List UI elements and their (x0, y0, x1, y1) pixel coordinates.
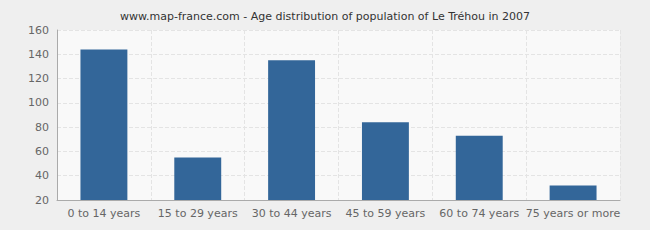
svg-text:0 to 14 years: 0 to 14 years (68, 207, 141, 220)
svg-text:45 to 59 years: 45 to 59 years (346, 207, 426, 220)
svg-text:30 to 44 years: 30 to 44 years (252, 207, 332, 220)
svg-text:140: 140 (28, 48, 49, 61)
svg-text:15 to 29 years: 15 to 29 years (158, 207, 238, 220)
svg-text:75 years or more: 75 years or more (526, 207, 621, 220)
svg-text:www.map-france.com - Age distr: www.map-france.com - Age distribution of… (120, 10, 530, 23)
svg-text:20: 20 (35, 194, 49, 207)
svg-text:120: 120 (28, 72, 49, 85)
svg-text:100: 100 (28, 96, 49, 109)
svg-text:40: 40 (35, 169, 49, 182)
svg-text:60: 60 (35, 145, 49, 158)
svg-text:160: 160 (28, 24, 49, 37)
svg-text:80: 80 (35, 121, 49, 134)
svg-text:60 to 74 years: 60 to 74 years (439, 207, 519, 220)
